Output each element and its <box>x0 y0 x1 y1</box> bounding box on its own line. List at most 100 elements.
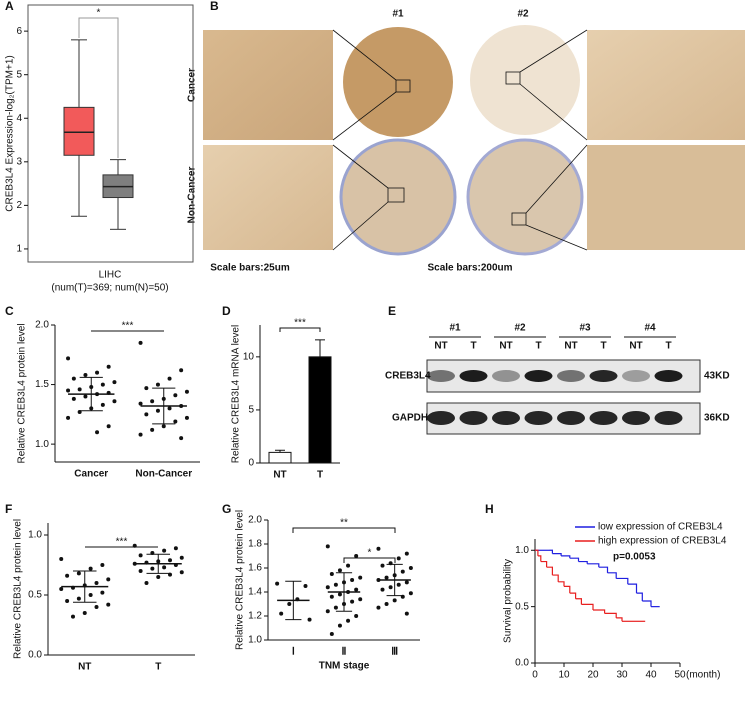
data-point <box>94 605 99 609</box>
panel-label: A <box>5 0 14 13</box>
blot-band <box>524 370 553 382</box>
data-point <box>144 386 149 391</box>
x-tick-label: NT <box>78 662 91 673</box>
data-point <box>161 424 166 429</box>
y-tick-label: 1.5 <box>35 379 49 390</box>
data-point <box>167 406 172 411</box>
column-label: #2 <box>517 9 529 20</box>
data-point <box>132 543 137 548</box>
data-point <box>106 364 111 369</box>
scale-note: Scale bars:25um <box>210 263 290 274</box>
size-label: 36KD <box>704 413 730 424</box>
data-point <box>408 566 413 570</box>
scale-note: Scale bars:200um <box>427 263 512 274</box>
x-tick-label: Ⅰ <box>292 647 295 658</box>
y-tick-label: 2.0 <box>35 320 49 331</box>
blot-band <box>524 411 553 425</box>
survival-step <box>537 555 542 562</box>
y-axis-label: Relative CREB3L4 protein level <box>13 519 24 659</box>
data-point <box>346 618 351 623</box>
x-tick-label: NT <box>273 470 286 481</box>
data-point <box>138 401 143 406</box>
x-tick-label: 20 <box>587 670 599 681</box>
sample-label: #2 <box>514 323 526 334</box>
survival-step <box>578 560 588 564</box>
sample-label: #1 <box>449 323 461 334</box>
data-point <box>71 396 76 401</box>
data-point <box>184 415 189 420</box>
x-tick-label: T <box>155 662 161 673</box>
y-tick-label: 1.2 <box>248 611 262 622</box>
y-tick-label: 1.0 <box>515 545 529 556</box>
micrograph <box>203 145 333 250</box>
micrograph <box>587 30 745 140</box>
annotation: p=0.0053 <box>613 552 656 563</box>
x-tick-label: Cancer <box>74 469 108 480</box>
size-label: 43KD <box>704 371 730 382</box>
data-point <box>59 557 64 561</box>
blot-band <box>557 411 585 425</box>
survival-step <box>598 566 609 573</box>
data-point <box>162 565 167 570</box>
blot-band <box>427 411 455 425</box>
data-point <box>408 591 413 596</box>
lane-label: NT <box>629 341 642 352</box>
blot-band <box>589 370 618 382</box>
data-point <box>156 575 161 579</box>
tissue-core <box>466 138 584 256</box>
significance-label: *** <box>122 321 134 332</box>
y-tick-label: 0 <box>248 458 254 469</box>
x-tick-label: 30 <box>616 670 628 681</box>
legend-label: high expression of CREB3L4 <box>598 536 727 547</box>
x-axis-label: (month) <box>686 670 720 681</box>
data-point <box>329 572 334 576</box>
data-point <box>162 548 167 553</box>
y-axis-label: Survival probability <box>503 559 514 643</box>
legend-label: low expression of CREB3L4 <box>598 522 723 533</box>
blot-band <box>654 370 683 382</box>
sample-label: #3 <box>579 323 591 334</box>
data-point <box>307 617 312 622</box>
survival-step <box>575 598 582 605</box>
data-point <box>100 382 105 387</box>
y-tick-label: 0.0 <box>28 650 42 661</box>
data-point <box>333 605 338 610</box>
survival-step <box>616 617 623 622</box>
protein-label: CREB3L4 <box>385 371 431 382</box>
lane-label: T <box>535 341 541 352</box>
data-point <box>138 569 143 573</box>
data-point <box>179 368 184 373</box>
data-point <box>350 578 355 582</box>
data-point <box>354 587 359 592</box>
y-tick-label: 1.0 <box>35 439 49 450</box>
column-label: #1 <box>392 9 404 20</box>
survival-step <box>549 549 553 554</box>
lane-label: T <box>665 341 671 352</box>
survival-step <box>581 603 594 611</box>
blot-band <box>427 370 455 382</box>
x-tick-label: Ⅱ <box>342 647 347 658</box>
data-point <box>404 580 409 585</box>
data-point <box>106 577 111 582</box>
y-tick-label: 6 <box>16 26 22 37</box>
panel-label: C <box>5 304 14 318</box>
blot-band <box>492 411 520 425</box>
data-point <box>95 370 100 375</box>
row-label: Non-Cancer <box>187 167 198 224</box>
significance-bracket <box>78 17 119 158</box>
y-tick-label: 1.0 <box>28 530 42 541</box>
y-axis-label: Relative CREB3L4 protein level <box>235 510 246 650</box>
survival-step <box>607 572 617 579</box>
y-tick-label: 2.0 <box>248 515 262 526</box>
data-point <box>354 554 359 558</box>
x-tick-label: 40 <box>645 670 657 681</box>
survival-step <box>535 549 539 556</box>
data-point <box>167 376 172 381</box>
data-point <box>380 587 385 592</box>
panel-label: B <box>210 0 219 13</box>
lane-label: NT <box>499 341 512 352</box>
panel-b: B #1 #2 Cancer Non-Cancer Scale bars:25u… <box>187 0 745 274</box>
data-point <box>346 563 351 568</box>
data-point <box>354 614 359 618</box>
